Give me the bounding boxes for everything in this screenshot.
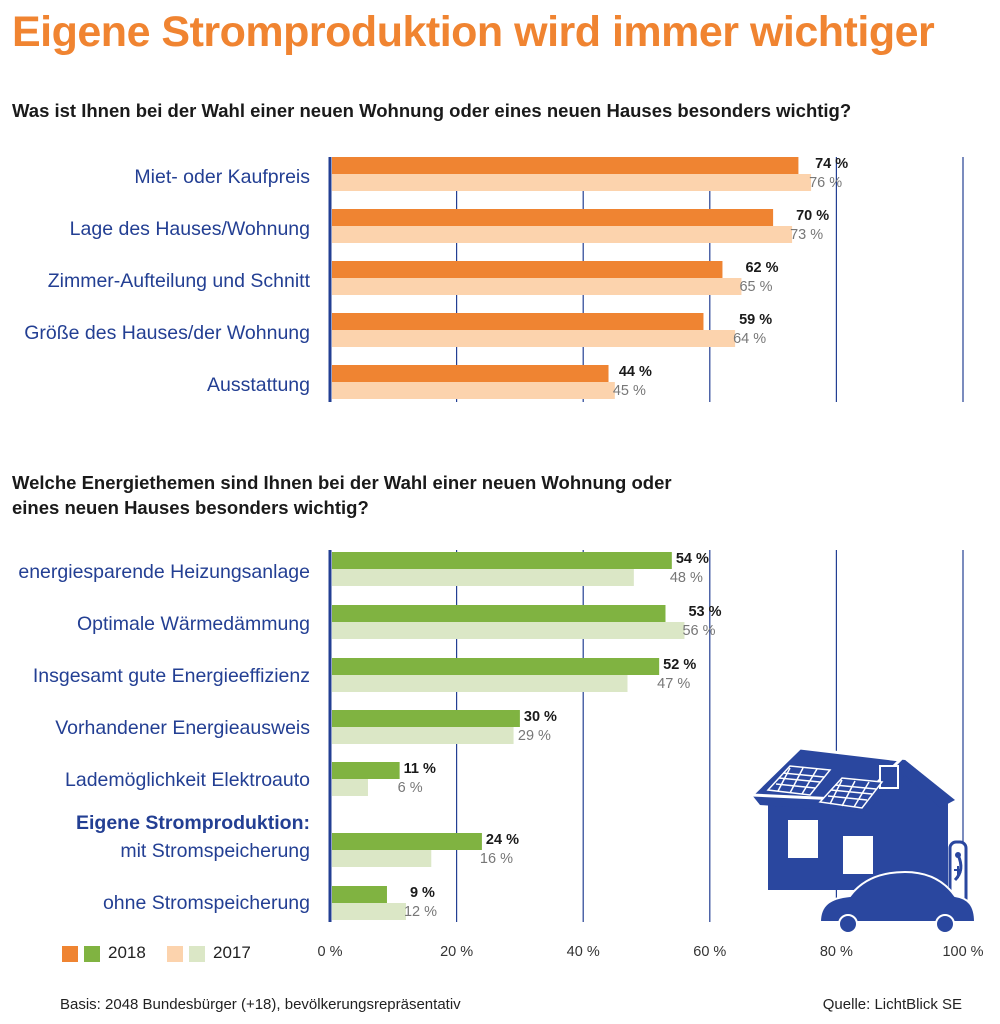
bar-2017 [332, 382, 615, 399]
x-tick-label: 80 % [819, 944, 853, 960]
value-label-2018: 30 % [523, 709, 557, 725]
bar-2018 [332, 833, 482, 850]
chart2-label: Lademöglichkeit Elektroauto [65, 769, 310, 791]
value-label-2017: 45 % [612, 383, 646, 399]
chart1-label: Miet- oder Kaufpreis [134, 166, 310, 188]
legend-label-2018: 2018 [108, 943, 146, 962]
bar-2017 [332, 569, 634, 586]
value-label-2018: 11 % [403, 761, 436, 777]
bar-2017 [332, 330, 736, 347]
bar-2018 [332, 605, 666, 622]
bar-2017 [332, 174, 812, 191]
x-tick-label: 20 % [440, 944, 474, 960]
chart2-label: energiesparende Heizungsanlage [18, 561, 310, 583]
chart2-label: ohne Stromspeicherung [102, 892, 310, 914]
chart1-label: Größe des Hauses/der Wohnung [24, 322, 310, 344]
chart1-label: Lage des Hauses/Wohnung [69, 218, 310, 240]
value-label-2017: 47 % [657, 676, 691, 692]
value-label-2017: 12 % [403, 904, 438, 920]
bar-2017 [332, 779, 368, 796]
legend-swatch-2018-green [84, 946, 100, 962]
footer-source: Quelle: LichtBlick SE [822, 996, 962, 1013]
value-label-2017: 76 % [809, 175, 843, 191]
bar-2017 [332, 850, 432, 867]
house-window [788, 820, 818, 858]
value-label-2018: 44 % [618, 364, 652, 380]
x-tick-label: 40 % [566, 944, 600, 960]
chart2-label: mit Stromspeicherung [120, 840, 310, 862]
chart2-bars [332, 552, 685, 920]
value-label-2017: 64 % [733, 331, 767, 347]
value-label-2017: 6 % [397, 780, 423, 796]
footer-basis: Basis: 2048 Bundesbürger (+18), bevölker… [60, 996, 461, 1013]
bar-2017 [332, 675, 628, 692]
value-label-2017: 65 % [739, 279, 773, 295]
value-label-2018: 74 % [815, 156, 849, 172]
legend-label-2017: 2017 [213, 943, 251, 962]
value-label-2017: 48 % [669, 570, 703, 586]
value-label-2018: 59 % [739, 312, 773, 328]
chart2-label: Vorhandener Energieausweis [55, 717, 310, 739]
x-tick-label: 60 % [693, 944, 727, 960]
value-label-2017: 16 % [479, 851, 513, 867]
chart1-gridlines [328, 157, 964, 402]
chart2-group-label: Eigene Stromproduktion: [76, 812, 310, 834]
house-car-illustration [748, 746, 977, 934]
house-window [843, 836, 873, 874]
bar-2018 [332, 658, 660, 675]
chart2-label: Insgesamt gute Energieeffizienz [32, 665, 310, 687]
bar-2018 [332, 313, 704, 330]
bar-2017 [332, 226, 793, 243]
chart1-label: Ausstattung [207, 374, 310, 396]
bar-2018 [332, 710, 520, 727]
bar-2017 [332, 727, 514, 744]
bar-2018 [332, 552, 672, 569]
x-tick-label: 100 % [942, 944, 984, 960]
chart2-label: Optimale Wärmedämmung [77, 613, 310, 635]
chart2-question: Welche Energiethemen sind Ihnen bei der … [12, 472, 672, 518]
value-label-2017: 56 % [682, 623, 716, 639]
x-tick-label: 0 % [317, 944, 343, 960]
value-label-2018: 62 % [745, 260, 779, 276]
value-label-2018: 52 % [663, 657, 697, 673]
value-label-2018: 53 % [688, 604, 722, 620]
electric-car-icon [818, 870, 977, 923]
value-label-2017: 73 % [790, 227, 824, 243]
value-label-2017: 29 % [517, 728, 551, 744]
legend-swatch-2017-green [189, 946, 205, 962]
chart1-label: Zimmer-Aufteilung und Schnitt [47, 270, 310, 292]
legend-swatch-2017-orange [167, 946, 183, 962]
bar-2018 [332, 886, 387, 903]
value-label-2018: 54 % [675, 551, 709, 567]
page-title: Eigene Stromproduktion wird immer wichti… [12, 8, 935, 56]
bar-2017 [332, 622, 685, 639]
legend-swatch-2018-orange [62, 946, 78, 962]
chart1-bars [332, 157, 812, 399]
solar-panel-icon [766, 765, 884, 809]
bar-2018 [332, 261, 723, 278]
value-label-2018: 70 % [796, 208, 830, 224]
value-label-2018: 24 % [485, 832, 519, 848]
value-label-2018: 9 % [409, 885, 435, 901]
bar-2017 [332, 903, 406, 920]
bar-2018 [332, 762, 400, 779]
chart1-question: Was ist Ihnen bei der Wahl einer neuen W… [12, 100, 852, 121]
bar-2018 [332, 365, 609, 382]
house-chimney [879, 765, 899, 789]
bar-2018 [332, 209, 774, 226]
bar-2017 [332, 278, 742, 295]
bar-2018 [332, 157, 799, 174]
